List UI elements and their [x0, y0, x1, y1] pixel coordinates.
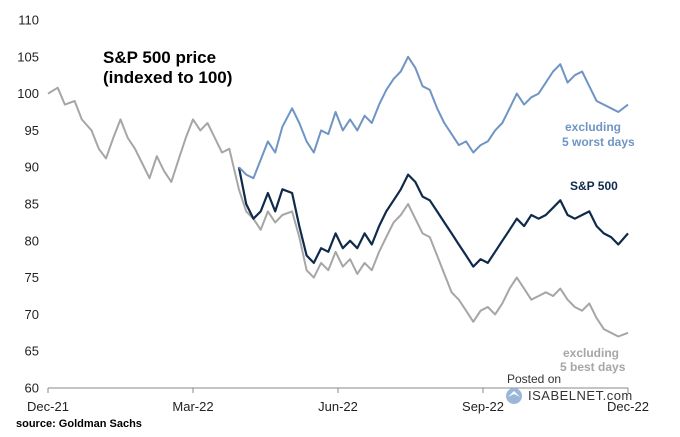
watermark-posted-on: Posted on [507, 372, 562, 386]
y-tick-label: 85 [25, 197, 39, 212]
isabelnet-logo-icon [506, 388, 522, 404]
series-line-excluding-5-best-days [47, 86, 629, 338]
y-tick-label: 105 [17, 49, 39, 64]
x-tick-label: Dec-22 [607, 399, 649, 414]
x-tick-label: Jun-22 [318, 399, 358, 414]
y-tick-label: 70 [25, 307, 39, 322]
x-tick-label: Mar-22 [172, 399, 213, 414]
series-lines [47, 55, 629, 338]
y-tick-label: 95 [25, 123, 39, 138]
y-tick-label: 100 [17, 86, 39, 101]
label-excluding-worst-line-2: 5 worst days [562, 135, 635, 149]
label-excluding-worst-line-1: excluding [565, 120, 621, 134]
y-tick-label: 75 [25, 270, 39, 285]
label-excluding-best-line-1: excluding [563, 346, 619, 360]
label-sp500: S&P 500 [570, 179, 618, 193]
y-axis-ticks: 110 105 100 95 90 85 80 75 70 65 60 [17, 13, 39, 396]
x-tick-label: Sep-22 [462, 399, 504, 414]
chart-title-line-2: (indexed to 100) [103, 68, 232, 87]
y-tick-label: 65 [25, 344, 39, 359]
y-tick-label: 60 [25, 381, 39, 396]
series-line-excluding-5-worst-days [238, 55, 629, 180]
source-note: source: Goldman Sachs [16, 418, 142, 430]
y-tick-label: 90 [25, 160, 39, 175]
y-tick-label: 80 [25, 233, 39, 248]
x-tick-label: Dec-21 [27, 399, 69, 414]
series-line-s-p-500 [237, 166, 629, 268]
watermark-site: ISABELNET.com [528, 388, 633, 403]
y-tick-label: 110 [18, 13, 39, 28]
label-excluding-best-line-2: 5 best days [560, 360, 626, 374]
chart-title-line-1: S&P 500 price [103, 48, 216, 67]
x-axis-ticks: Dec-21 Mar-22 Jun-22 Sep-22 Dec-22 [27, 388, 649, 414]
